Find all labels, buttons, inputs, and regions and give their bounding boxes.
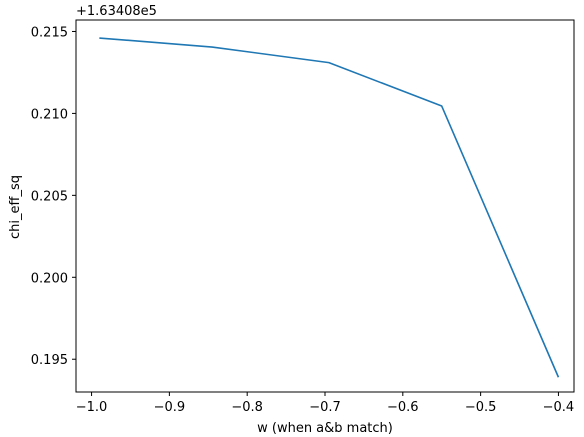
axis-ticks: −1.0 −0.9 −0.8 −0.7 −0.6 −0.5 −0.4 0.195 0.200 0.… — [31, 25, 574, 415]
y-tick-label: 0.215 — [31, 25, 68, 40]
y-tick-label: 0.210 — [31, 107, 68, 122]
plot-area — [75, 19, 575, 393]
x-tick-label: −0.9 — [154, 400, 186, 415]
x-axis-label: w (when a&b match) — [257, 421, 393, 436]
y-axis-label: chi_eff_sq — [8, 175, 23, 239]
x-tick-label: −0.6 — [387, 400, 419, 415]
x-tick-label: −1.0 — [76, 400, 108, 415]
x-tick-label: −0.5 — [465, 400, 497, 415]
series-line-0 — [99, 37, 560, 378]
axes-frame — [75, 19, 575, 393]
y-tick-label: 0.200 — [31, 271, 68, 286]
y-axis-offset-label: +1.63408e5 — [76, 4, 157, 19]
x-tick-label: −0.8 — [231, 400, 263, 415]
x-tick-label: −0.4 — [543, 400, 575, 415]
x-tick-label: −0.7 — [309, 400, 341, 415]
y-tick-label: 0.195 — [31, 353, 68, 368]
y-tick-label: 0.205 — [31, 189, 68, 204]
